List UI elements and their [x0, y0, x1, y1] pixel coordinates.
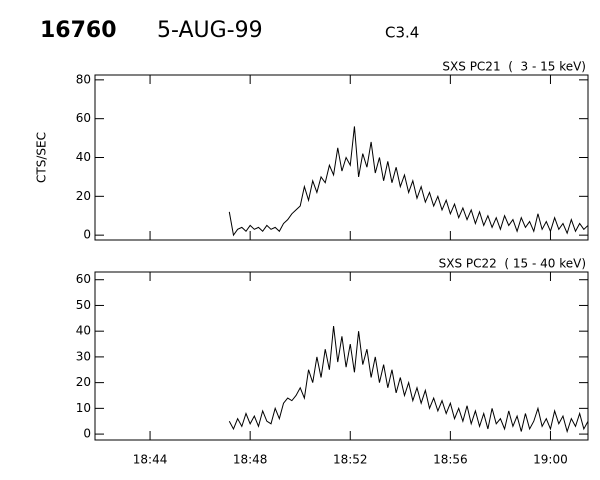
y-tick-label: 50	[76, 298, 91, 312]
x-tick-label: 19:00	[533, 453, 568, 467]
y-tick-label: 60	[76, 111, 91, 125]
flare-class: C3.4	[385, 24, 419, 42]
event-id: 16760	[40, 18, 117, 43]
x-tick-label: 18:48	[233, 453, 268, 467]
y-tick-label: 60	[76, 272, 91, 286]
event-date: 5-AUG-99	[157, 18, 263, 43]
y-tick-label: 0	[83, 427, 91, 441]
y-tick-label: 40	[76, 150, 91, 164]
y-tick-label: 20	[76, 375, 91, 389]
x-tick-label: 18:52	[333, 453, 368, 467]
y-axis-label: CTS/SEC	[35, 132, 49, 183]
y-tick-label: 30	[76, 349, 91, 363]
light-curve	[228, 126, 589, 237]
panel-title: SXS PC22 ( 15 - 40 keV)	[439, 257, 586, 271]
y-tick-label: 10	[76, 401, 91, 415]
plot-frame	[94, 271, 589, 441]
x-tick-label: 18:56	[433, 453, 468, 467]
x-tick-label: 18:44	[133, 453, 168, 467]
panel-title: SXS PC21 ( 3 - 15 keV)	[442, 60, 586, 74]
y-tick-label: 80	[76, 72, 91, 86]
y-tick-label: 0	[83, 228, 91, 242]
light-curve	[228, 325, 589, 434]
y-tick-label: 40	[76, 324, 91, 338]
y-tick-label: 20	[76, 189, 91, 203]
